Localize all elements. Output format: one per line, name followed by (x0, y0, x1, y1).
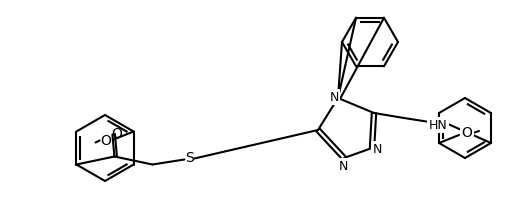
Text: O: O (462, 126, 472, 140)
Text: O: O (100, 134, 111, 147)
Text: N: N (339, 160, 348, 172)
Text: O: O (111, 126, 122, 140)
Text: N: N (372, 143, 382, 155)
Text: N: N (330, 91, 339, 104)
Text: S: S (185, 151, 194, 164)
Text: HN: HN (428, 118, 448, 131)
